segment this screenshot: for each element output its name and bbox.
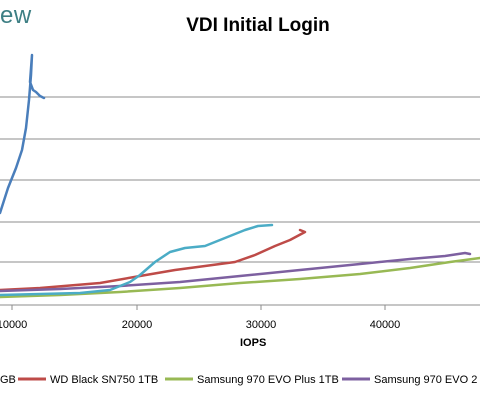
legend-label-3: Samsung 970 EVO 2: [374, 374, 477, 386]
legend-label-2: Samsung 970 EVO Plus 1TB: [197, 374, 339, 386]
x-tick-label: 20000: [122, 319, 153, 331]
legend-label-1: WD Black SN750 1TB: [50, 374, 158, 386]
chart-legend: GB WD Black SN750 1TB Samsung 970 EVO Plus…: [0, 374, 477, 386]
series-line-1: [0, 228, 307, 292]
chart-title: VDI Initial Login: [186, 15, 330, 36]
series-line-2: [0, 256, 480, 299]
x-tick-label: 40000: [370, 319, 401, 331]
chart-series: [0, 53, 480, 299]
series-line-4: [0, 223, 274, 297]
x-axis-label: IOPS: [240, 337, 267, 349]
x-tick-label: 10000: [0, 319, 27, 331]
brand-logo-text: ew: [0, 2, 32, 29]
x-tick-labels: 10000 20000 30000 40000: [0, 319, 400, 331]
series-line-0: [0, 53, 46, 215]
x-tick-label: 30000: [246, 319, 277, 331]
chart-grid: [0, 96, 480, 263]
series-line-3: [0, 251, 472, 293]
chart-axes: [0, 304, 480, 310]
legend-label-0: GB: [0, 374, 16, 386]
